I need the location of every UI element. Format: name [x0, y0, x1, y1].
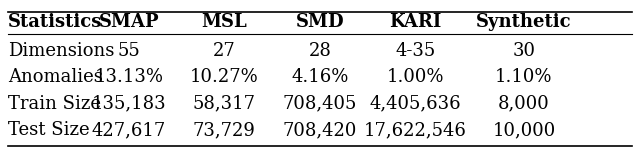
Text: 4.16%: 4.16%: [291, 69, 349, 86]
Text: 427,617: 427,617: [92, 121, 166, 140]
Text: Dimensions: Dimensions: [8, 42, 114, 60]
Text: 1.00%: 1.00%: [387, 69, 444, 86]
Text: Test Size: Test Size: [8, 121, 90, 140]
Text: 10,000: 10,000: [492, 121, 556, 140]
Text: 55: 55: [118, 42, 140, 60]
Text: 73,729: 73,729: [193, 121, 256, 140]
Text: 58,317: 58,317: [193, 95, 256, 113]
Text: 135,183: 135,183: [92, 95, 166, 113]
Text: 28: 28: [308, 42, 332, 60]
Text: SMAP: SMAP: [99, 12, 159, 31]
Text: 708,420: 708,420: [283, 121, 357, 140]
Text: 1.10%: 1.10%: [495, 69, 553, 86]
Text: SMD: SMD: [296, 12, 344, 31]
Text: 27: 27: [213, 42, 236, 60]
Text: 10.27%: 10.27%: [190, 69, 259, 86]
Text: 708,405: 708,405: [283, 95, 357, 113]
Text: 13.13%: 13.13%: [94, 69, 163, 86]
Text: 4-35: 4-35: [396, 42, 436, 60]
Text: Anomalies: Anomalies: [8, 69, 102, 86]
Text: Synthetic: Synthetic: [476, 12, 572, 31]
Text: Train Size: Train Size: [8, 95, 100, 113]
Text: Statistics: Statistics: [8, 12, 102, 31]
Text: 8,000: 8,000: [498, 95, 550, 113]
Text: 17,622,546: 17,622,546: [364, 121, 467, 140]
Text: KARI: KARI: [389, 12, 442, 31]
Text: 4,405,636: 4,405,636: [370, 95, 461, 113]
Text: MSL: MSL: [202, 12, 247, 31]
Text: 30: 30: [513, 42, 536, 60]
